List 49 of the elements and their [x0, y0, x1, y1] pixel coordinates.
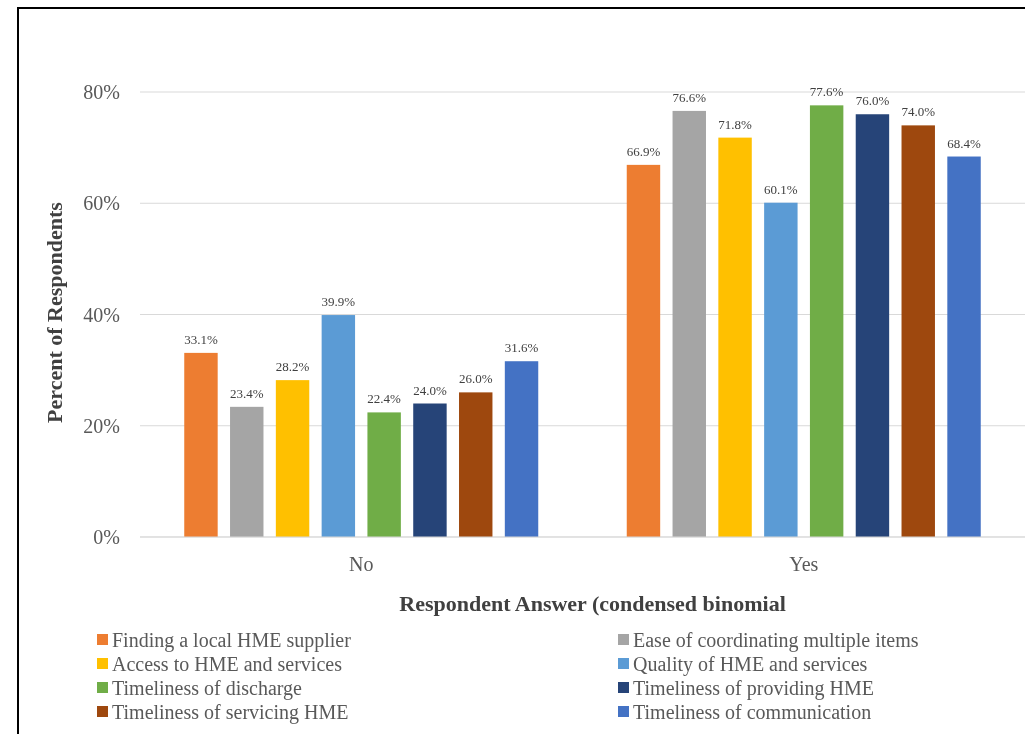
bar [626, 164, 661, 537]
y-axis-title: Percent of Respondents [42, 201, 67, 423]
data-label: 76.6% [672, 89, 707, 105]
bar [275, 380, 310, 537]
x-tick-label: No [349, 553, 374, 575]
x-axis-title: Respondent Answer (condensed binomial [399, 591, 786, 616]
bar [855, 114, 890, 537]
x-tick-label: Yes [789, 553, 819, 575]
data-label: 71.8% [718, 116, 753, 132]
legend-label: Timeliness of discharge [112, 677, 303, 700]
bar [718, 137, 752, 537]
data-label: 74.0% [901, 104, 936, 120]
legend-label: Quality of HME and services [633, 653, 868, 676]
data-label: 26.0% [458, 371, 493, 387]
bar [947, 156, 981, 537]
data-label: 77.6% [809, 84, 844, 100]
y-tick-label: 60% [83, 192, 120, 215]
y-tick-label: 20% [83, 414, 120, 437]
legend-label: Finding a local HME supplier [112, 629, 352, 652]
bar [459, 392, 493, 537]
data-label: 76.0% [855, 93, 890, 109]
data-label: 22.4% [367, 391, 402, 407]
bar [809, 105, 844, 537]
data-label: 28.2% [275, 359, 310, 375]
bar [321, 315, 356, 537]
bar [413, 403, 447, 537]
legend-label: Ease of coordinating multiple items [633, 629, 919, 652]
bar [367, 412, 401, 537]
data-label: 60.1% [764, 181, 798, 197]
bar [764, 202, 798, 537]
data-label: 66.9% [626, 143, 661, 159]
data-label: 33.1% [184, 331, 218, 347]
bar [672, 110, 706, 537]
bar [184, 352, 218, 537]
y-tick-label: 0% [93, 526, 120, 548]
data-label: 39.9% [321, 294, 356, 310]
y-tick-label: 80% [83, 81, 120, 103]
legend-label: Timeliness of servicing HME [112, 701, 349, 724]
bar [230, 406, 264, 537]
bar [901, 125, 935, 537]
legend-label: Timeliness of providing HME [633, 677, 874, 700]
data-label: 68.4% [947, 135, 981, 151]
data-label: 24.0% [413, 382, 447, 398]
legend-label: Access to HME and services [112, 653, 343, 675]
legend-label: Timeliness of communication [633, 701, 872, 723]
bar [504, 361, 539, 537]
data-label: 31.6% [504, 340, 539, 356]
y-tick-label: 40% [83, 303, 120, 326]
data-label: 23.4% [229, 385, 264, 401]
